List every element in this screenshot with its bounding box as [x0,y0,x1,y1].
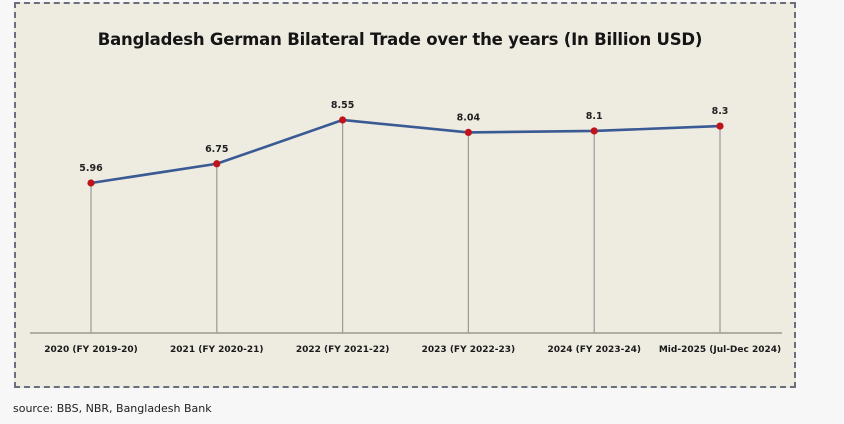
x-tick-label: 2020 (FY 2019-20) [44,345,138,355]
x-tick-label: 2024 (FY 2023-24) [547,345,641,355]
series-line [90,118,721,185]
data-point [590,127,598,135]
source-note: source: BBS, NBR, Bangladesh Bank [13,402,212,415]
data-point [339,116,347,124]
x-tick-label: 2022 (FY 2021-22) [296,345,390,355]
x-tick-label: 2021 (FY 2020-21) [170,345,264,355]
data-label: 8.1 [586,111,603,122]
data-label: 8.3 [712,106,729,117]
x-tick-label: Mid-2025 (Jul-Dec 2024) [659,345,781,355]
data-label: 8.55 [331,100,354,111]
data-label: 6.75 [205,144,228,155]
x-tick-label: 2023 (FY 2022-23) [422,345,516,355]
data-point [716,122,724,130]
data-label: 5.96 [79,163,103,174]
data-point [87,179,95,187]
data-point [213,160,221,168]
chart-panel [14,2,796,388]
data-label: 8.04 [457,112,481,123]
data-point [464,128,472,137]
chart-title: Bangladesh German Bilateral Trade over t… [97,30,703,49]
